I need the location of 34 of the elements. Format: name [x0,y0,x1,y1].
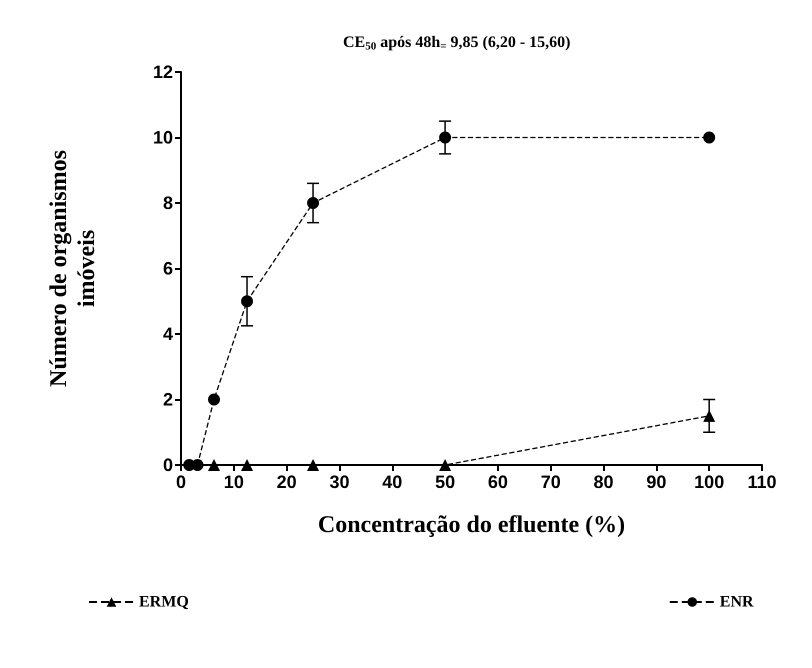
x-tick-label: 10 [224,472,244,492]
point [307,197,320,209]
point [241,459,254,471]
point [208,459,220,471]
x-tick-label: 70 [540,472,561,492]
point [703,132,716,144]
point [241,295,254,308]
x-axis-title: Concentração do efluente (%) [318,512,626,538]
point [208,394,220,406]
point [439,132,452,144]
point [192,459,204,471]
y-tick-label: 6 [162,258,173,278]
x-tick-label: 0 [176,472,186,492]
y-tick-label: 2 [162,390,173,410]
point [439,459,452,471]
x-tick-label: 50 [435,472,456,492]
x-tick-label: 80 [594,472,614,492]
x-tick-label: 110 [747,472,777,492]
y-axis-title: Número de organismos imóveis [46,150,100,387]
legend-label: ENR [720,594,754,610]
y-tick-label: 4 [162,324,173,344]
point [703,410,716,422]
y-tick-label: 12 [152,62,173,82]
legend-label: ERMQ [139,594,189,610]
x-tick-label: 100 [694,472,724,492]
x-tick-label: 90 [646,472,666,492]
x-tick-label: 20 [276,472,297,492]
y-tick-label: 0 [162,455,173,475]
x-tick-label: 40 [382,472,402,492]
y-tick-label: 10 [152,128,173,148]
x-tick-label: 30 [329,472,350,492]
y-tick-label: 8 [162,193,173,213]
x-tick-label: 60 [488,472,508,492]
point [307,459,320,471]
